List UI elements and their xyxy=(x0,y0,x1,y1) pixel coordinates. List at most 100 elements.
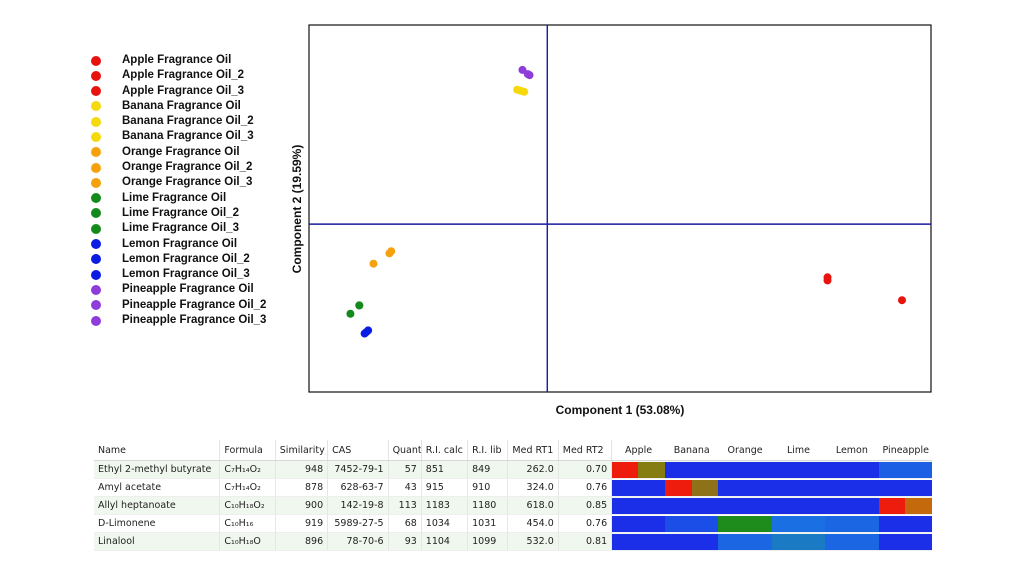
heatmap-swatch xyxy=(851,497,879,514)
heatmap-cell xyxy=(611,532,639,551)
legend-label: Banana Fragrance Oil xyxy=(122,99,241,112)
heatmap-swatch xyxy=(665,497,692,514)
cell-cas: 7452-79-1 xyxy=(327,460,389,479)
heatmap-cell xyxy=(878,514,906,533)
heatmap-swatch xyxy=(612,533,639,550)
heatmap-swatch xyxy=(878,533,906,550)
heatmap-cell xyxy=(718,532,746,551)
legend-item: Pineapple Fragrance Oil xyxy=(88,282,288,297)
legend-label: Lemon Fragrance Oil_3 xyxy=(122,268,250,281)
cell-cas: 5989-27-5 xyxy=(327,514,389,533)
legend-marker xyxy=(91,177,101,188)
group-column-header: Lemon xyxy=(825,440,879,461)
heatmap-swatch xyxy=(905,479,932,496)
heatmap-swatch xyxy=(771,479,799,496)
table-row[interactable]: D-Limonene C₁₀H₁₆ 919 5989-27-5 68 1034 1031 45… xyxy=(94,514,932,533)
legend-item: Apple Fragrance Oil_2 xyxy=(88,68,288,83)
heatmap-swatch xyxy=(825,461,852,478)
legend-marker xyxy=(91,239,101,250)
table-row[interactable]: Amyl acetate C₇H₁₄O₂ 878 628-63-7 43 915 910 32… xyxy=(94,478,932,497)
heatmap-cell xyxy=(611,460,639,479)
heatmap-cell xyxy=(878,460,906,479)
legend-marker xyxy=(91,284,101,295)
heatmap-cell xyxy=(665,496,692,515)
table-row[interactable]: Allyl heptanoate C₁₀H₁₈O₂ 900 142-19-8 113 11… xyxy=(94,496,932,515)
heatmap-swatch xyxy=(638,479,666,496)
cell-cas: 142-19-8 xyxy=(327,496,389,515)
heatmap-cell xyxy=(691,514,719,533)
legend-item: Banana Fragrance Oil_2 xyxy=(88,114,288,129)
table-body: Ethyl 2-methyl butyrate C₇H₁₄O₂ 948 7452-79… xyxy=(94,460,932,551)
cell-rt1: 454.0 xyxy=(507,514,559,533)
y-axis-title: Component 2 (19.59%) xyxy=(290,145,304,274)
legend-item: Banana Fragrance Oil xyxy=(88,99,288,114)
legend-label: Apple Fragrance Oil xyxy=(122,54,232,66)
data-point xyxy=(362,328,371,337)
cell-rt2: 0.70 xyxy=(558,460,613,479)
heatmap-swatch xyxy=(665,533,692,550)
heatmap-cell xyxy=(878,532,906,551)
group-column-header: Pineapple xyxy=(878,440,932,461)
legend-item: Orange Fragrance Oil xyxy=(88,145,288,160)
cell-name: Allyl heptanoate xyxy=(94,496,221,515)
heatmap-swatch xyxy=(745,515,772,532)
table-row[interactable]: Linalool C₁₀H₁₈O 896 78-70-6 93 1104 1099 532.0… xyxy=(94,532,932,551)
group-column-header: Apple xyxy=(611,440,666,461)
heatmap-cell xyxy=(905,532,932,551)
heatmap-swatch xyxy=(745,497,772,514)
heatmap-cell xyxy=(665,478,692,497)
legend-label: Pineapple Fragrance Oil xyxy=(122,283,254,296)
heatmap-cell xyxy=(745,460,772,479)
heatmap-cell xyxy=(851,532,879,551)
cell-quant: 93 xyxy=(388,532,422,551)
heatmap-swatch xyxy=(691,515,719,532)
heatmap-swatch xyxy=(798,461,826,478)
heatmap-cell xyxy=(638,460,666,479)
legend-item: Orange Fragrance Oil_3 xyxy=(88,175,288,190)
heatmap-cell xyxy=(638,532,666,551)
cell-rt2: 0.76 xyxy=(558,514,613,533)
data-point xyxy=(369,259,378,268)
heatmap-cell xyxy=(798,496,826,515)
legend-item: Lime Fragrance Oil xyxy=(88,191,288,206)
heatmap-cell xyxy=(798,514,826,533)
heatmap-cell xyxy=(771,532,799,551)
heatmap-cell xyxy=(638,478,666,497)
legend-marker xyxy=(91,315,101,326)
heatmap-swatch xyxy=(851,479,879,496)
legend-label: Lemon Fragrance Oil_2 xyxy=(122,252,250,265)
table-row[interactable]: Ethyl 2-methyl butyrate C₇H₁₄O₂ 948 7452-79… xyxy=(94,460,932,479)
cell-rt1: 324.0 xyxy=(507,478,559,497)
legend-label: Apple Fragrance Oil_3 xyxy=(122,84,245,97)
plot-frame xyxy=(308,24,932,393)
heatmap-cell xyxy=(745,478,772,497)
cell-formula: C₁₀H₁₈O xyxy=(219,532,276,551)
cell-formula: C₁₀H₁₈O₂ xyxy=(219,496,276,515)
heatmap-cell xyxy=(825,496,852,515)
heatmap-cell xyxy=(798,460,826,479)
legend-marker xyxy=(91,223,101,234)
x-axis-title: Component 1 (53.08%) xyxy=(556,403,685,417)
heatmap-cell xyxy=(691,532,719,551)
legend-label: Lime Fragrance Oil_2 xyxy=(122,206,239,219)
data-point xyxy=(898,296,906,305)
heatmap-cell xyxy=(691,496,719,515)
cell-similarity: 948 xyxy=(275,460,329,479)
heatmap-swatch xyxy=(878,497,906,514)
heatmap-cell xyxy=(878,496,906,515)
heatmap-cell xyxy=(905,514,932,533)
cell-rt2: 0.85 xyxy=(558,496,613,515)
heatmap-swatch xyxy=(771,515,799,532)
heatmap-swatch xyxy=(771,533,799,550)
data-point xyxy=(346,309,355,318)
legend-marker xyxy=(91,208,101,219)
heatmap-swatch xyxy=(905,497,932,514)
cell-similarity: 878 xyxy=(275,478,329,497)
legend-marker xyxy=(91,147,101,158)
legend-item: Orange Fragrance Oil_2 xyxy=(88,160,288,175)
legend-label: Orange Fragrance Oil xyxy=(122,145,240,158)
heatmap-cell xyxy=(878,478,906,497)
heatmap-cell xyxy=(745,514,772,533)
heatmap-cell xyxy=(611,496,639,515)
heatmap-swatch xyxy=(878,461,906,478)
